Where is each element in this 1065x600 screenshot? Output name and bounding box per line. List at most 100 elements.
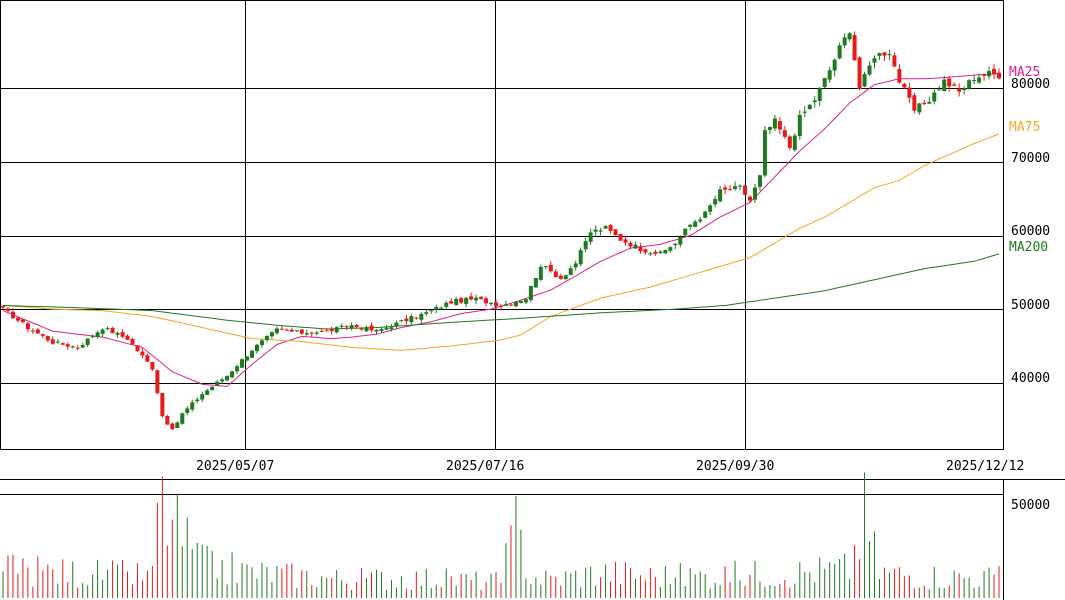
- candle-body: [997, 72, 1001, 79]
- candle-body: [70, 346, 75, 348]
- candle-body: [429, 310, 434, 312]
- candle-body: [947, 78, 952, 87]
- candle-body: [479, 296, 484, 299]
- candle-body: [200, 394, 205, 400]
- candle-body: [80, 345, 85, 348]
- candle-body: [723, 187, 728, 190]
- legend-ma200: MA200: [1009, 240, 1048, 255]
- candle-body: [250, 350, 254, 358]
- candle-body: [927, 101, 932, 104]
- candle-body: [733, 186, 738, 190]
- candle-body: [523, 299, 528, 303]
- date-label: 2025/09/30: [696, 459, 774, 474]
- candle-body: [439, 307, 444, 309]
- candle-body: [469, 296, 474, 300]
- candle-body: [767, 127, 772, 131]
- candle-body: [797, 114, 802, 137]
- candle-body: [513, 301, 518, 307]
- candle-body: [404, 318, 409, 322]
- candle-body: [887, 54, 892, 56]
- candle-body: [279, 328, 284, 330]
- candle-body: [135, 345, 140, 351]
- candle-body: [977, 77, 982, 83]
- candle-body: [35, 329, 40, 334]
- candle-body: [240, 359, 245, 368]
- candle-body: [688, 224, 693, 227]
- candle-body: [548, 264, 553, 272]
- candle-body: [15, 317, 20, 321]
- candle-body: [424, 312, 429, 314]
- candle-body: [394, 322, 399, 327]
- candle-body: [698, 219, 703, 222]
- candle-body: [618, 233, 623, 241]
- candle-body: [648, 253, 653, 255]
- candle-body: [314, 332, 319, 334]
- legend-ma25: MA25: [1009, 65, 1040, 80]
- candle-body: [713, 199, 718, 205]
- candle-body: [987, 71, 992, 77]
- price-frame: [0, 0, 1004, 450]
- candle-body: [115, 332, 120, 335]
- candle-body: [369, 325, 374, 331]
- candle-body: [319, 330, 324, 332]
- candle-body: [728, 189, 733, 191]
- candle-body: [738, 185, 743, 187]
- candle-body: [414, 317, 419, 319]
- candle-body: [245, 356, 250, 361]
- candle-body: [25, 323, 30, 330]
- candlestick-layer: [1, 31, 1001, 431]
- candle-body: [235, 366, 240, 372]
- candle-body: [812, 100, 817, 103]
- candle-body: [105, 328, 110, 330]
- candle-body: [508, 304, 513, 306]
- candle-body: [538, 266, 543, 280]
- candle-body: [205, 390, 210, 395]
- candle-body: [952, 84, 957, 86]
- candle-body: [867, 65, 872, 75]
- candle-body: [857, 57, 862, 89]
- candle-body: [489, 303, 494, 305]
- candle-body: [683, 228, 688, 236]
- candle-body: [603, 226, 608, 229]
- candle-body: [827, 70, 832, 80]
- candle-body: [210, 386, 215, 391]
- candle-body: [752, 187, 757, 200]
- candle-body: [757, 175, 762, 187]
- candle-body: [568, 268, 573, 275]
- candle-body: [344, 326, 349, 328]
- candle-body: [464, 297, 469, 304]
- candle-body: [444, 302, 449, 307]
- candle-body: [892, 55, 897, 67]
- candle-body: [449, 301, 454, 304]
- candle-body: [409, 316, 414, 323]
- candle-body: [50, 339, 55, 344]
- candle-body: [20, 319, 25, 323]
- date-label: 2025/05/07: [196, 459, 274, 474]
- candle-body: [942, 79, 947, 92]
- moving-average-layer: [2, 73, 1000, 387]
- candle-body: [902, 83, 907, 88]
- candle-body: [389, 327, 394, 330]
- candle-body: [399, 320, 404, 322]
- candle-body: [972, 79, 977, 81]
- candle-body: [573, 263, 578, 268]
- candle-body: [962, 88, 967, 91]
- candle-body: [982, 74, 987, 76]
- candle-body: [837, 45, 842, 59]
- candle-body: [743, 185, 748, 195]
- candle-body: [384, 327, 389, 330]
- candle-body: [170, 423, 175, 430]
- candle-body: [708, 205, 713, 212]
- candle-body: [185, 408, 190, 413]
- candle-body: [643, 249, 648, 253]
- candle-body: [608, 225, 613, 231]
- candle-body: [543, 266, 548, 268]
- candle-body: [563, 275, 568, 280]
- candle-body: [792, 135, 797, 150]
- candle-body: [673, 243, 678, 246]
- candle-body: [907, 87, 912, 98]
- price-tick-labels: 80000 70000 60000 50000 40000: [1011, 77, 1050, 386]
- ma-line-ma200: [2, 253, 1000, 330]
- candle-body: [847, 33, 852, 40]
